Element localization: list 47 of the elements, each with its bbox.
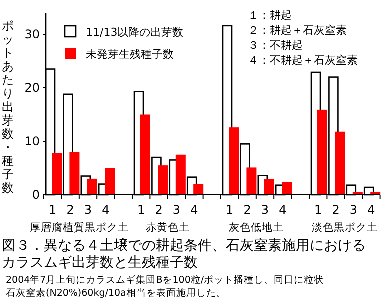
y-tick-label: 10 [24,134,40,149]
x-tick-label: 2 [155,203,163,217]
annotation: １：耕起 [248,9,292,22]
x-tick-label: 4 [102,203,110,217]
x-tick-label: 3 [350,203,358,217]
bar [176,154,186,195]
legend-label: 11/13以降の出芽数 [86,26,184,39]
annotation: ３：不耕起 [248,39,303,52]
text: 厚層腐植質黒ボク土 [30,221,129,234]
y-tick-label: 20 [24,81,40,96]
text: 赤黄色土 [146,221,190,234]
x-tick-label: 3 [261,203,270,217]
annotation: ２：耕起＋石灰窒素 [248,24,347,37]
bar [246,168,257,195]
bar [52,153,62,195]
y-tick-label: 30 [24,28,40,42]
x-tick-label: 2 [332,203,340,217]
bar [318,110,328,195]
x-tick-label: 3 [172,203,181,217]
legend-label: 未発芽生残種子数 [86,48,174,61]
x-tick-label: 2 [66,203,74,217]
text: 2004年7月上旬にカラスムギ集団Bを100粒/ポット播種し、同日に粒状石灰窒素(N20%)60kg/10a相当を表面施用した。 [6,274,324,299]
bar [105,168,116,195]
x-tick-label: 4 [190,203,198,217]
x-tick-label: 1 [138,203,146,217]
x-tick-label: 1 [226,203,234,217]
annotation: ４：不耕起＋石灰窒素 [248,54,358,67]
bar [158,166,168,195]
x-tick-label: 4 [279,203,287,217]
x-tick-label: 4 [368,203,376,217]
x-tick-label: 2 [244,203,252,217]
text: 灰色低地土 [228,221,284,234]
y-tick-label: 0 [32,188,40,202]
bar [70,152,80,195]
bar [335,132,346,195]
text: 淡色黒ボク土 [312,221,378,234]
bar [87,178,98,195]
x-tick-label: 3 [84,203,92,217]
x-tick-label: 1 [314,203,322,217]
bar [229,128,239,195]
bar [282,182,292,195]
bar [264,179,274,195]
bar [194,184,204,195]
text: ポットあたり出芽数・種子数 [2,19,14,195]
x-tick-label: 1 [49,203,57,217]
bar [140,114,150,195]
text: 図３．異なる４土壌での耕起条件、石灰窒素施用におけるカラスムギ出芽数と生残種子数 [2,238,366,271]
